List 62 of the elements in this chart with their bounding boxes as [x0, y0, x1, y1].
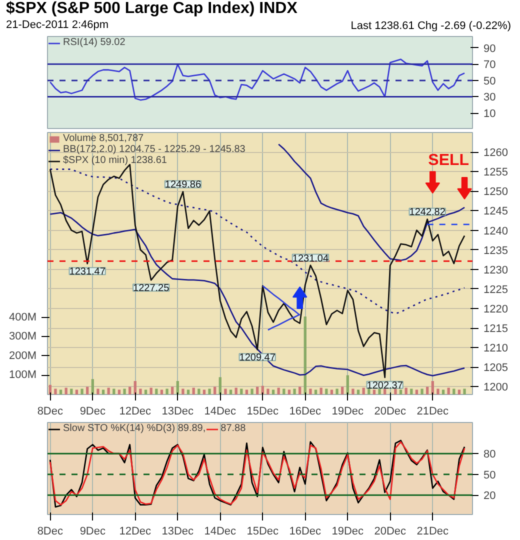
y-tick-label: 1245: [484, 206, 508, 218]
y-tick-label: 20: [484, 490, 496, 502]
x-tick-label: 13Dec: [162, 526, 194, 538]
text: Last 1238.61 Chg -2.69 (-0.22%): [350, 20, 511, 33]
y-tick-label: 80: [484, 448, 496, 461]
x-tick-label: 14Dec: [204, 406, 237, 418]
x-tick-label: 15Dec: [246, 526, 280, 538]
y2-tick-label: 300M: [8, 330, 37, 343]
legend-label: Volume 8,501,787: [63, 133, 144, 144]
y-tick-label: 1230: [484, 264, 508, 276]
x-tick-label: 16Dec: [289, 406, 322, 418]
x-tick-label: 9Dec: [80, 406, 106, 418]
y-tick-label: 1235: [484, 244, 508, 257]
y2-tick-label: 200M: [8, 350, 37, 362]
x-tick-label: 9Dec: [80, 526, 106, 538]
y-tick-label: 30: [484, 92, 496, 104]
legend-label: Slow STO %K(14) %D(3) 89.89,: [63, 423, 206, 434]
legend-label: RSI(14) 59.02: [63, 37, 126, 48]
x-tick-label: 21Dec: [416, 406, 450, 418]
x-tick-label: 8Dec: [37, 526, 64, 538]
legend-label: BB(172,2.0) 1204.75 - 1225.29 - 1245.83: [63, 144, 246, 155]
chart-subtitle: 21-Dec-2011 2:46pm: [6, 19, 109, 31]
y-tick-label: 90: [484, 42, 496, 55]
x-tick-label: 20Dec: [374, 526, 407, 538]
y-tick-label: 1255: [484, 166, 508, 179]
annotation: 1231.04: [292, 253, 329, 264]
y-tick-label: 1240: [484, 225, 508, 238]
x-tick-label: 12Dec: [119, 406, 152, 418]
annotation: SELL: [428, 152, 470, 170]
y-tick-label: 10: [484, 108, 496, 120]
annotation: 1242.82: [409, 207, 446, 218]
x-tick-label: 19Dec: [332, 526, 364, 538]
annotation: 1249.86: [164, 180, 202, 191]
y2-tick-label: 400M: [8, 311, 37, 324]
y-tick-label: 1215: [484, 323, 508, 336]
annotation: 1227.25: [133, 283, 170, 294]
y-tick-label: 1200: [484, 382, 508, 394]
x-tick-label: 16Dec: [289, 526, 322, 538]
y-tick-label: 1250: [484, 186, 508, 198]
x-tick-label: 19Dec: [332, 406, 364, 418]
legend-label: $SPX (10 min) 1238.61: [63, 155, 167, 166]
y-tick-label: 1205: [484, 362, 508, 374]
annotation: 1209.47: [239, 352, 276, 364]
x-tick-label: 15Dec: [246, 406, 280, 418]
annotation: 1231.47: [69, 266, 106, 278]
x-tick-label: 8Dec: [37, 406, 64, 418]
x-tick-label: 20Dec: [374, 406, 407, 418]
x-tick-label: 14Dec: [204, 526, 237, 538]
y-tick-label: 1210: [484, 342, 508, 355]
y-tick-label: 50: [484, 469, 496, 482]
y-tick-label: 1260: [484, 147, 508, 160]
x-tick-label: 12Dec: [119, 526, 152, 538]
legend-label: 87.88: [220, 423, 246, 434]
chart-title: $SPX (S&P 500 Large Cap Index) INDX: [6, 0, 298, 19]
y-tick-label: 1225: [484, 284, 508, 296]
x-tick-label: 21Dec: [416, 526, 450, 538]
y-tick-label: 1220: [484, 303, 508, 316]
y-tick-label: 50: [484, 75, 496, 88]
annotation: 1202.37: [366, 380, 404, 392]
y2-tick-label: 100M: [8, 369, 37, 382]
y-tick-label: 70: [484, 59, 496, 72]
x-tick-label: 13Dec: [162, 406, 194, 418]
